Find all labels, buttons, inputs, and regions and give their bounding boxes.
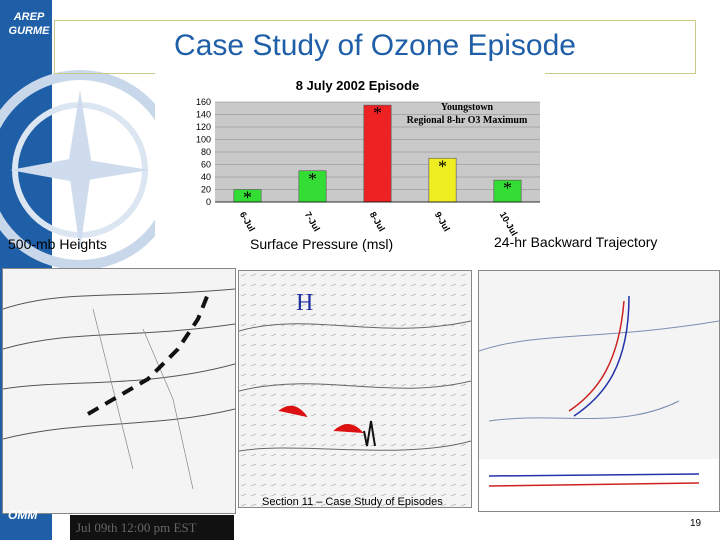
x-tick-label: 8-Jul — [368, 210, 387, 233]
map-surface-pressure — [238, 270, 472, 508]
chart-title: 8 July 2002 Episode — [296, 78, 420, 93]
brand-line-1: AREP — [13, 11, 45, 23]
annotation-line-1: Youngstown — [441, 102, 494, 113]
y-tick-label: 80 — [201, 147, 211, 157]
brand-line-2: GURME — [8, 25, 50, 37]
page-number: 19 — [690, 518, 702, 529]
title-box: Case Study of Ozone Episode — [54, 20, 696, 74]
map-500mb-heights — [2, 268, 236, 514]
bar — [428, 157, 457, 203]
timestamp-label: Jul 09th 12:00 pm EST — [70, 515, 234, 540]
y-tick-label: 120 — [196, 122, 211, 132]
bar-marker: * — [308, 169, 317, 189]
map-trajectory-svg — [479, 295, 719, 511]
map-surface-svg — [239, 271, 471, 507]
y-tick-label: 100 — [196, 135, 211, 145]
y-tick-label: 40 — [201, 172, 211, 182]
x-tick-label: 9-Jul — [433, 210, 452, 233]
panel-label-surface-pressure: Surface Pressure (msl) — [250, 236, 394, 252]
y-tick-label: 20 — [201, 185, 211, 195]
bar — [298, 170, 327, 203]
bar-marker: * — [503, 178, 512, 198]
bar — [363, 104, 392, 203]
y-tick-label: 160 — [196, 97, 211, 107]
bar-marker: * — [243, 188, 252, 208]
footer-section-text: Section 11 – Case Study of Episodes — [262, 496, 443, 508]
y-tick-label: 0 — [206, 197, 211, 207]
brand-text: AREP GURME — [0, 10, 58, 38]
x-tick-label: 7-Jul — [303, 210, 322, 233]
y-tick-label: 140 — [196, 110, 211, 120]
map-500mb-svg — [3, 288, 235, 490]
panel-label-trajectory: 24-hr Backward Trajectory — [494, 234, 658, 250]
bar-marker: * — [373, 103, 382, 123]
omm-logo-text: OMM — [8, 508, 38, 522]
page-title: Case Study of Ozone Episode — [174, 29, 576, 62]
annotation-line-2: Regional 8-hr O3 Maximum — [407, 115, 528, 126]
map-backward-trajectory — [478, 270, 720, 512]
high-pressure-label: H — [296, 290, 314, 316]
x-tick-label: 6-Jul — [238, 210, 257, 233]
ozone-bar-chart: 8 July 2002 Episode 0 20 40 60 80 100 120 140 160… — [155, 72, 545, 240]
panel-label-500mb: 500-mb Heights — [8, 236, 107, 252]
y-tick-label: 60 — [201, 160, 211, 170]
bar-marker: * — [438, 156, 447, 176]
